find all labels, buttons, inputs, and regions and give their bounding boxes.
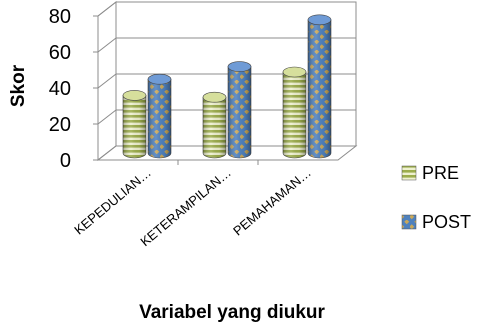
bar-post-1 bbox=[228, 62, 251, 158]
y-tick-labels: 0 20 40 60 80 bbox=[49, 6, 71, 172]
cylinder-top bbox=[148, 74, 171, 84]
y-tick-label: 20 bbox=[49, 114, 71, 136]
bar-pre-0 bbox=[123, 90, 146, 158]
cylinder-top bbox=[228, 62, 251, 72]
legend-item-pre: PRE bbox=[402, 163, 459, 183]
legend: PRE POST bbox=[402, 163, 471, 232]
legend-label: POST bbox=[422, 212, 471, 232]
cylinder-top bbox=[123, 90, 146, 100]
cylinder-shading bbox=[283, 72, 306, 158]
bar-post-0 bbox=[148, 74, 171, 158]
legend-swatch bbox=[402, 166, 416, 180]
x-axis-title: Variabel yang diukur bbox=[139, 302, 325, 323]
y-tick-label: 60 bbox=[49, 42, 71, 64]
cylinder-top bbox=[308, 15, 331, 25]
cylinder-shading bbox=[228, 67, 251, 158]
cylinder-shading bbox=[123, 95, 146, 158]
bar-post-2 bbox=[308, 15, 331, 158]
x-category-label: KEPEDULIAN… bbox=[71, 165, 154, 238]
bar-pre-1 bbox=[203, 92, 226, 158]
cylinder-top bbox=[203, 92, 226, 102]
y-tick-label: 40 bbox=[49, 78, 71, 100]
x-category-label: PEMAHAMAN… bbox=[230, 165, 314, 239]
legend-swatch bbox=[402, 215, 416, 229]
x-category-labels: KEPEDULIAN…KETERAMPILAN…PEMAHAMAN… bbox=[71, 165, 314, 249]
y-tick-label: 80 bbox=[49, 6, 71, 28]
cylinder-shading bbox=[148, 79, 171, 158]
y-axis-title: Skor bbox=[8, 64, 29, 107]
legend-item-post: POST bbox=[402, 212, 471, 232]
y-tick-label: 0 bbox=[60, 150, 71, 172]
cylinder-shading bbox=[203, 97, 226, 158]
legend-label: PRE bbox=[422, 163, 459, 183]
cylinder-shading bbox=[308, 20, 331, 158]
cylinder-top bbox=[283, 67, 306, 77]
bar-pre-2 bbox=[283, 67, 306, 158]
